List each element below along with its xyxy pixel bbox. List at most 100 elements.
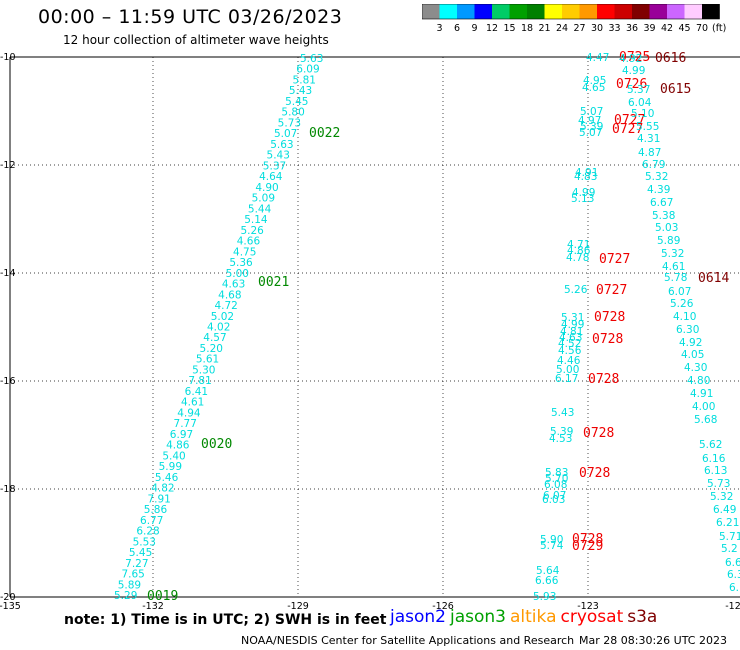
wave-height-value: 5.39 [550,426,573,438]
wave-height-value: 6.77 [140,515,163,527]
wave-height-value: 6.97 [170,429,193,441]
wave-height-value: 7.91 [147,493,170,505]
wave-height-value: 4.95 [583,75,606,87]
colorbar-swatch [422,4,440,19]
wave-height-value: 4.90 [255,182,278,194]
wave-height-value: 5.36 [229,257,253,269]
wave-height-value: 4.86 [166,440,190,452]
wave-height-value: 4.72 [214,300,237,312]
wave-height-value: 4.57 [203,332,226,344]
wave-height-value: 4.80 [687,375,710,387]
wave-height-value: 5.30 [192,364,215,376]
wave-height-value: 4.87 [638,147,661,159]
pass-time-label: 0725 [619,50,650,65]
wave-height-value: 6.66 [535,575,559,587]
pass-time-label: 0616 [655,51,686,66]
wave-height-value: 4.82 [151,483,174,495]
colorbar-unit: (ft) [712,23,726,34]
wave-height-value: 5.07 [274,128,297,140]
wave-height-value: 5.26 [670,298,694,310]
credits-text: NOAA/NESDIS Center for Satellite Applica… [241,634,575,647]
wave-height-value: 5.86 [144,504,168,516]
wave-height-value: 6.41 [185,386,208,398]
pass-time-label: 0019 [147,589,178,604]
wave-height-value: 5.53 [133,536,156,548]
wave-height-value: 4.78 [566,252,589,264]
wave-height-value: 6.03 [542,494,565,506]
x-tick-label: -129 [287,601,309,610]
legend-entry-cryosat: cryosat [560,607,624,627]
wave-height-value: 4.91 [575,167,598,179]
wave-height-value: 4.47 [586,52,609,64]
legend-entry-altika: altika [510,607,557,627]
wave-height-value: 4.61 [181,397,204,409]
wave-height-value: 4.71 [567,239,590,251]
wave-height-value: 5.78 [664,272,687,284]
wave-height-value: 6.07 [668,286,691,298]
colorbar-swatch [579,4,597,19]
wave-height-value: 4.64 [259,171,283,183]
wave-height-value: 6.67 [650,197,673,209]
colorbar-tick-label: 3 [436,23,442,34]
colorbar-swatch [702,4,720,19]
colorbar-tick-label: 45 [678,23,690,34]
wave-height-value: 4.02 [207,322,230,334]
wave-height-value: 5.40 [162,450,185,462]
wave-height-value: 6.08 [544,479,567,491]
wave-height-value: 5.74 [540,540,564,552]
wave-height-value: 4.39 [647,184,670,196]
wave-height-value: 4.81 [560,326,583,338]
y-tick-label: -18 [0,484,16,495]
wave-height-value: 4.66 [237,236,261,248]
colorbar-tick-label: 36 [626,23,638,34]
wave-height-value: 5.32 [661,248,684,260]
wave-height-value: 5.71 [719,531,740,543]
y-tick-label: -10 [0,52,16,63]
wave-height-value: 5.89 [657,235,680,247]
wave-height-value: 4.75 [233,246,256,258]
wave-height-value: 4.92 [679,337,702,349]
pass-time-label: 0728 [592,332,623,347]
generation-timestamp: Mar 28 08:30:26 UTC 2023 [579,634,727,647]
pass-time-label: 0614 [698,271,729,286]
colorbar-swatch [544,4,562,19]
wave-height-value: 6.3 [727,569,740,581]
wave-height-value: 4.10 [673,311,696,323]
colorbar-swatch [597,4,615,19]
wave-height-value: 6.79 [642,159,665,171]
x-tick-label: -126 [432,601,454,610]
wave-height-value: 6.09 [296,64,319,76]
wave-height-value: 4.99 [561,319,584,331]
x-tick-label: -123 [577,601,599,610]
colorbar-tick-label: 15 [503,23,515,34]
wave-height-value: 5.32 [710,491,733,503]
colorbar-tick-label: 18 [521,23,533,34]
pass-time-label: 0021 [258,275,289,290]
pass-time-label: 0728 [594,310,625,325]
wave-height-value: 5.39 [580,121,603,133]
wave-height-value: 4.56 [558,345,582,357]
colorbar-tick-label: 70 [696,23,708,34]
wave-height-value: 5.55 [636,121,659,133]
wave-height-value: 5.31 [561,312,584,324]
wave-height-value: 5.45 [129,547,152,559]
wave-height-value: 5.00 [556,364,579,376]
wave-height-value: 5.02 [211,311,234,323]
pass-time-label: 0728 [572,532,603,547]
wave-height-value: 5.09 [252,193,275,205]
pass-time-label: 0727 [599,252,630,267]
wave-height-value: 7.77 [174,418,197,430]
wave-height-value: 4.63 [559,332,582,344]
wave-height-value: 5.13 [571,193,594,205]
wave-height-value: 5.62 [699,439,722,451]
wave-height-value: 4.86 [567,245,591,257]
wave-height-value: 6.49 [713,504,736,516]
pass-time-label: 0728 [579,466,610,481]
wave-height-value: 5.07 [579,127,602,139]
page-subtitle: 12 hour collection of altimeter wave hei… [63,33,329,47]
wave-height-value: 5.45 [285,96,308,108]
wave-height-value: 5.20 [200,343,223,355]
altimeter-map: -135 -132 -129 -126 -123 -12 -10 -12 -14 -16 -18 -2… [0,50,740,610]
x-tick-label: -12 [725,601,740,610]
colorbar-swatch [527,4,545,19]
